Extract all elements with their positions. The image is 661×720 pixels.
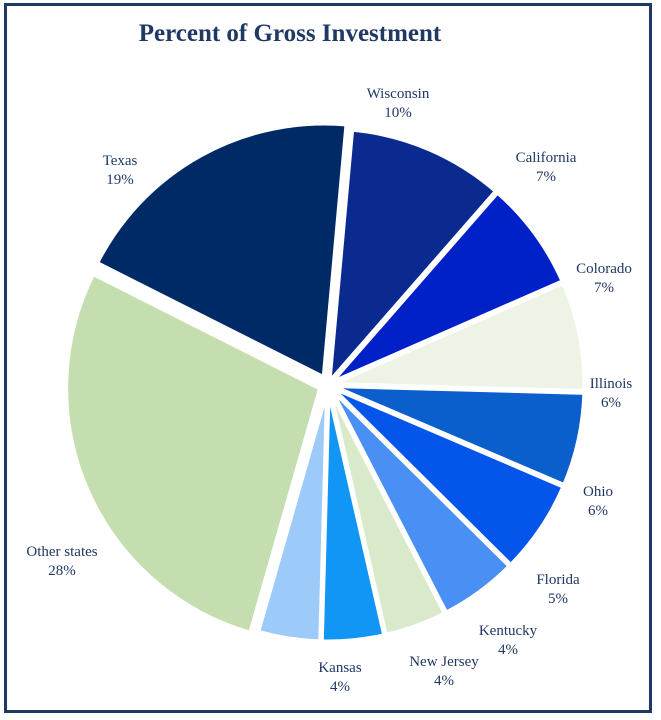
slice-label: Colorado: [576, 261, 632, 277]
pie-slice-california: [327, 189, 566, 387]
slice-label: Kansas: [318, 660, 361, 676]
slice-percent-label: 6%: [601, 395, 621, 411]
slice-percent-label: 7%: [594, 280, 614, 296]
pie-slice-wisconsin: [326, 126, 500, 386]
slice-percent-label: 28%: [48, 563, 76, 579]
pie-slice-colorado: [327, 279, 588, 395]
slice-percent-label: 6%: [588, 503, 608, 519]
slice-label: New Jersey: [409, 654, 479, 670]
slice-label: Wisconsin: [367, 86, 430, 102]
slice-label: Florida: [536, 572, 580, 588]
slice-label: Kentucky: [479, 623, 538, 639]
pie-slice-other-states: [63, 270, 324, 636]
slice-percent-label: 5%: [548, 591, 568, 607]
chart-title: Percent of Gross Investment: [138, 20, 442, 47]
slice-percent-label: 10%: [384, 105, 412, 121]
slice-percent-label: 4%: [330, 679, 350, 695]
slice-percent-label: 19%: [106, 172, 134, 188]
pie-slice-kansas: [255, 384, 331, 645]
slice-label: Texas: [103, 153, 138, 169]
slice-label: Illinois: [590, 376, 633, 392]
slice-percent-label: 4%: [434, 673, 454, 689]
slice-label: Ohio: [583, 484, 613, 500]
slice-percent-label: 7%: [536, 169, 556, 185]
slice-label: Other states: [26, 544, 97, 560]
slice-percent-label: 4%: [498, 642, 518, 658]
slice-label: California: [516, 150, 577, 166]
pie-slice-texas: [93, 120, 350, 381]
